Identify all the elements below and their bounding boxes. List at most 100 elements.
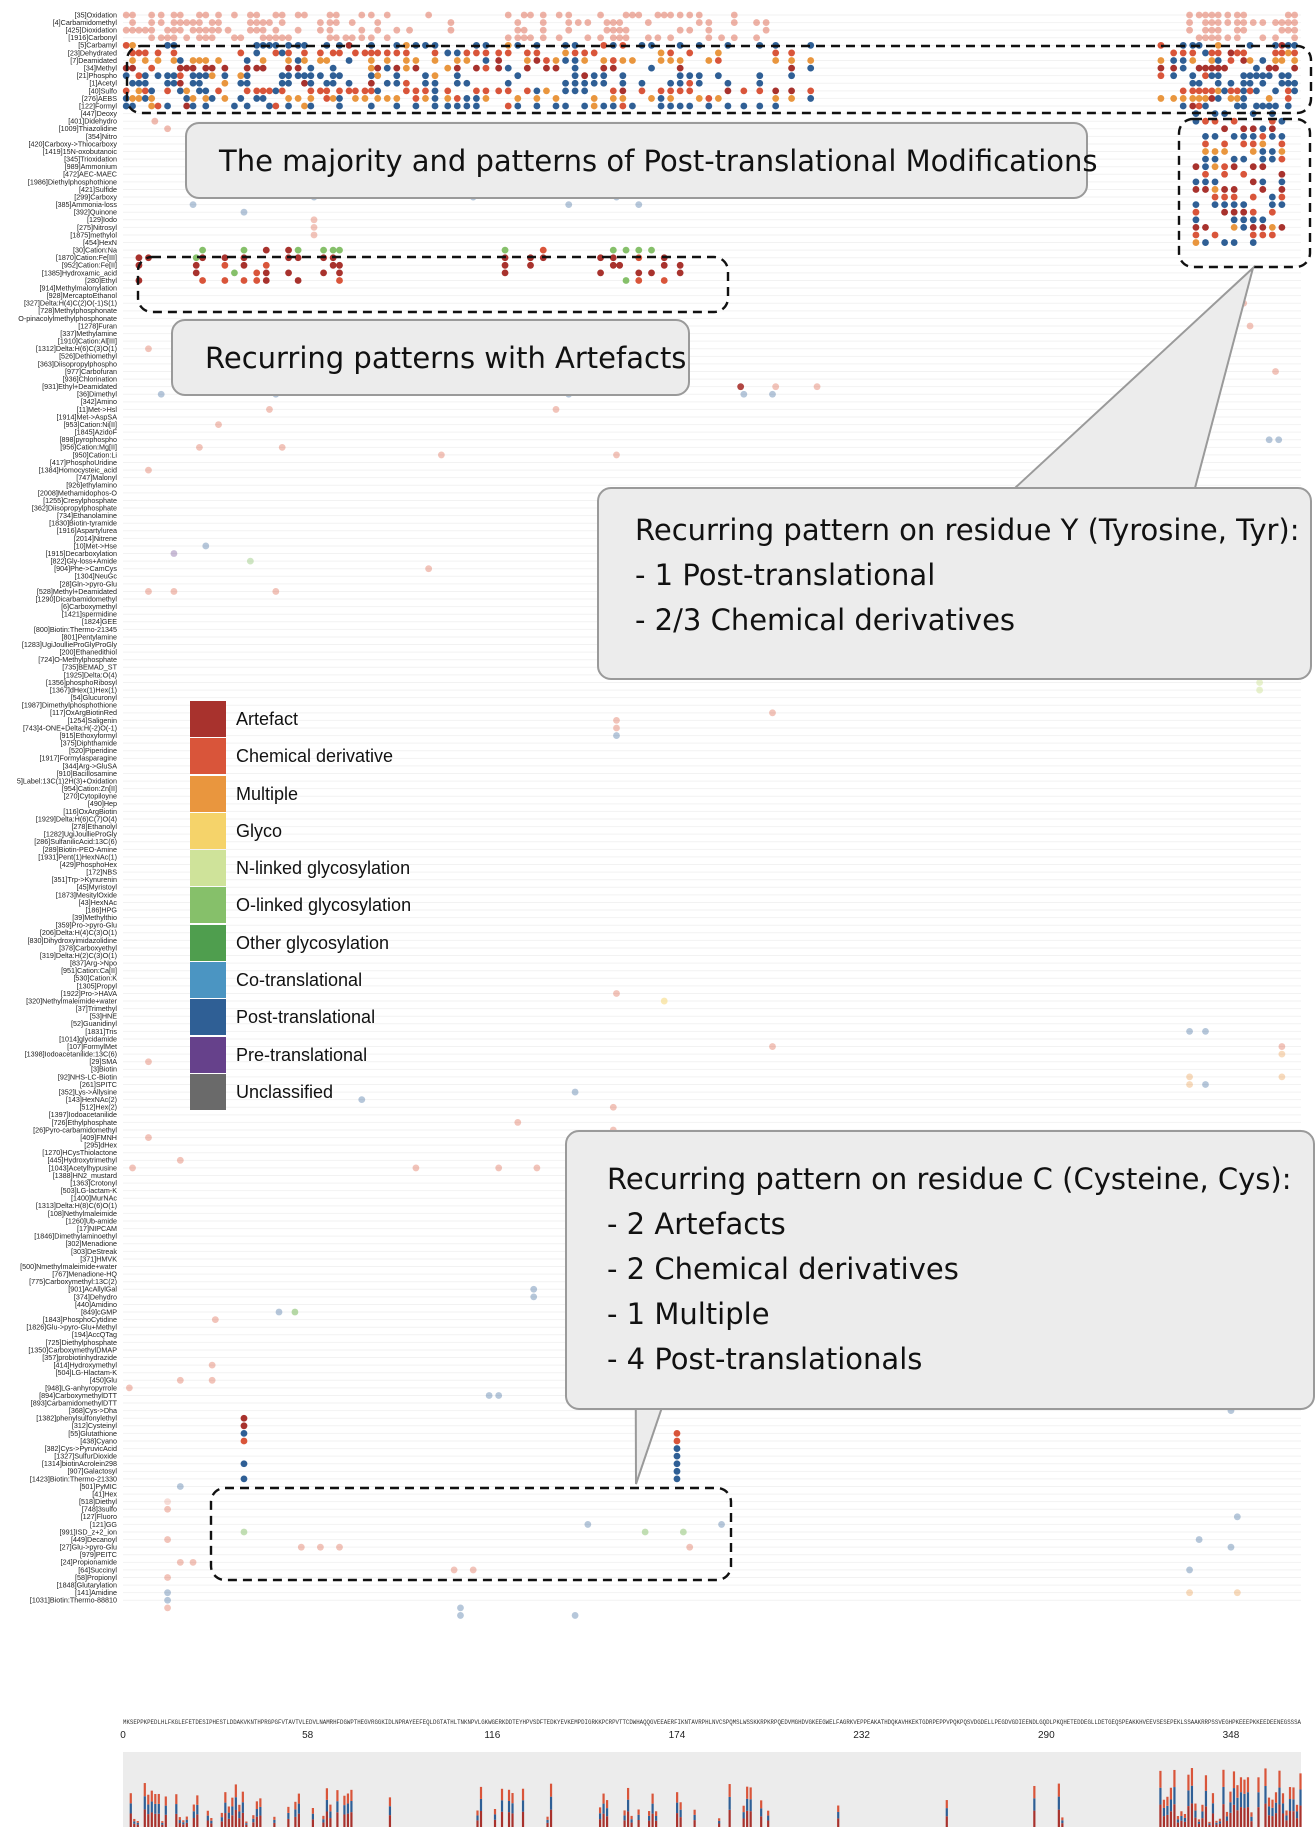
data-point: [272, 87, 280, 95]
row-label: [1914]Met->AspSA: [56, 412, 117, 421]
data-point: [648, 269, 655, 277]
data-point: [1192, 208, 1200, 216]
data-point: [555, 11, 563, 19]
data-point: [237, 34, 245, 42]
data-point: [157, 11, 165, 19]
data-point: [285, 269, 292, 277]
summary-bar: [1211, 1793, 1215, 1804]
data-point: [1233, 11, 1241, 19]
data-point: [1230, 216, 1238, 224]
data-point: [176, 79, 184, 87]
row-label: [1831]Tris: [85, 1027, 117, 1036]
data-point: [425, 565, 433, 573]
summary-bar: [742, 1812, 745, 1819]
summary-bar: [1257, 1777, 1260, 1793]
summary-bar: [1236, 1797, 1239, 1811]
data-point: [240, 1429, 248, 1437]
summary-bar: [220, 1812, 223, 1818]
data-point: [329, 64, 337, 72]
data-point: [463, 49, 471, 57]
data-point: [240, 1460, 248, 1468]
summary-bar: [147, 1814, 150, 1827]
data-point: [145, 588, 152, 595]
data-point: [431, 72, 439, 80]
data-point: [164, 1604, 171, 1612]
data-point: [383, 95, 391, 102]
summary-bar: [129, 1793, 132, 1804]
data-point: [266, 87, 273, 95]
data-point: [523, 49, 531, 57]
data-point: [141, 26, 149, 34]
data-point: [1230, 208, 1238, 216]
data-point: [202, 95, 210, 102]
data-point: [189, 102, 197, 110]
data-point: [221, 254, 229, 262]
data-point: [301, 79, 308, 87]
data-point: [240, 1414, 248, 1422]
data-point: [1291, 19, 1299, 26]
data-point: [539, 11, 547, 19]
row-label: [421]Sulfide: [79, 185, 117, 194]
data-point: [730, 11, 738, 19]
summary-bar: [1239, 1777, 1243, 1793]
data-point: [336, 87, 343, 95]
row-label: [4]Carbamidomethyl: [53, 18, 118, 27]
data-point: [189, 19, 197, 26]
data-point: [584, 1521, 592, 1528]
data-point: [1186, 1589, 1193, 1597]
data-point: [307, 87, 315, 95]
data-point: [122, 102, 130, 110]
data-point: [316, 49, 324, 57]
row-label: [261]SPITC: [80, 1080, 117, 1089]
data-point: [1265, 95, 1273, 102]
data-point: [320, 246, 327, 254]
summary-bar: [255, 1801, 258, 1810]
data-point: [1249, 132, 1257, 140]
data-point: [463, 79, 471, 87]
data-point: [552, 95, 560, 102]
data-point: [473, 64, 480, 72]
row-label: [276]AEBS: [82, 94, 117, 103]
data-point: [243, 102, 251, 110]
row-label: [977]Carbofuran: [65, 367, 117, 376]
row-label: [280]Ethyl: [85, 276, 117, 285]
summary-bar: [1257, 1792, 1260, 1808]
data-point: [629, 57, 636, 64]
data-point: [1246, 322, 1254, 330]
data-point: [673, 1429, 681, 1437]
summary-bar: [252, 1818, 255, 1823]
summary-bar: [1211, 1803, 1215, 1814]
data-point: [412, 87, 420, 95]
summary-bar: [206, 1815, 209, 1821]
summary-bar: [1229, 1802, 1232, 1813]
data-point: [514, 19, 522, 26]
data-point: [170, 550, 178, 557]
data-point: [224, 26, 232, 34]
highlight-box: [209, 1486, 733, 1582]
summary-bar: [1246, 1807, 1250, 1827]
data-point: [237, 95, 245, 102]
data-point: [648, 95, 655, 102]
summary-bar: [648, 1815, 651, 1821]
summary-bar: [476, 1810, 479, 1816]
data-point: [1278, 49, 1286, 57]
row-label: [979]PEITC: [80, 1550, 117, 1559]
data-point: [348, 34, 356, 42]
data-point: [1240, 125, 1248, 133]
row-label: [1925]Delta:O(4): [64, 670, 117, 679]
row-label: [425]Dioxidation: [65, 26, 117, 35]
data-point: [533, 95, 541, 102]
data-point: [358, 34, 366, 42]
data-point: [514, 1119, 522, 1126]
summary-bar: [1218, 1818, 1222, 1822]
data-point: [1240, 201, 1248, 209]
data-point: [367, 79, 375, 87]
legend-swatch: [190, 738, 226, 775]
data-point: [1189, 87, 1197, 95]
data-point: [571, 72, 579, 80]
data-point: [367, 102, 375, 110]
data-point: [1246, 79, 1254, 87]
data-point: [170, 588, 178, 595]
row-label: [450]Glu: [90, 1376, 117, 1385]
summary-bar: [388, 1806, 392, 1816]
